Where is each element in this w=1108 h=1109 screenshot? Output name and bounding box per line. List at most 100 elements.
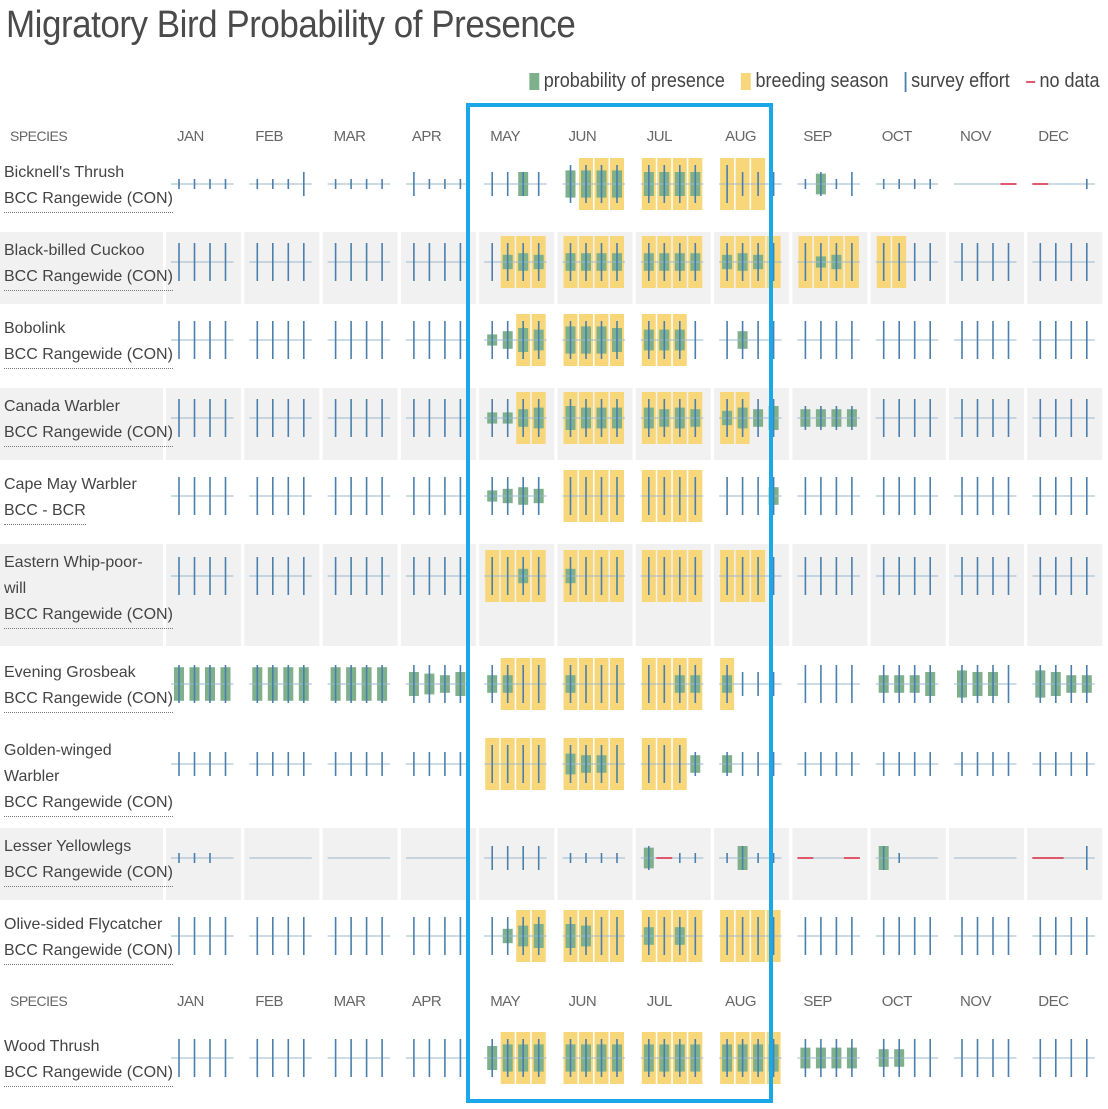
row-label-bg — [0, 828, 163, 900]
species-label: Wood Thrush BCC Rangewide (CON) — [4, 1034, 173, 1087]
species-label: Olive-sided Flycatcher BCC Rangewide (CON… — [4, 912, 173, 965]
month-header-jun: JUN — [568, 128, 597, 145]
species-status-link[interactable]: BCC Rangewide (CON) — [4, 342, 173, 369]
row-month-bg — [557, 828, 633, 900]
row-month-bg — [949, 828, 1024, 900]
legend-item-presence: probability of presence — [529, 70, 725, 93]
species-status-link[interactable]: BCC - BCR — [4, 498, 86, 525]
species-label: Bicknell's Thrush BCC Rangewide (CON) — [4, 160, 173, 213]
species-status-link[interactable]: BCC Rangewide (CON) — [4, 938, 173, 965]
month-header-sep: SEP — [803, 128, 832, 145]
species-header: SPECIES — [10, 993, 68, 1009]
row-month-bg — [949, 388, 1024, 460]
species-label: Black-billed Cuckoo BCC Rangewide (CON) — [4, 238, 173, 291]
row-month-bg — [322, 544, 398, 646]
species-status-link[interactable]: BCC Rangewide (CON) — [4, 186, 173, 213]
highlight-box — [466, 103, 773, 1103]
month-header-nov: NOV — [960, 993, 992, 1010]
species-label: Canada Warbler BCC Rangewide (CON) — [4, 394, 173, 447]
species-name: Olive-sided Flycatcher — [4, 916, 163, 933]
species-status-link[interactable]: BCC Rangewide (CON) — [4, 420, 173, 447]
species-name: Warbler — [4, 768, 60, 785]
month-header-aug: AUG — [725, 128, 757, 145]
species-label: Cape May Warbler BCC - BCR — [4, 472, 137, 525]
legend-label: survey effort — [911, 70, 1011, 92]
row-month-bg — [166, 828, 241, 900]
species-status-link[interactable]: BCC Rangewide (CON) — [4, 602, 173, 629]
nodata-dash-icon — [1026, 80, 1036, 83]
row-month-bg — [244, 232, 320, 304]
row-month-bg — [714, 828, 790, 900]
legend-item-effort: survey effort — [905, 70, 1010, 93]
month-header-may: MAY — [490, 128, 521, 145]
row-month-bg — [1027, 232, 1103, 304]
row-label-bg — [0, 544, 163, 646]
row-month-bg — [166, 388, 241, 460]
row-month-bg — [792, 544, 868, 646]
month-header-apr: APR — [411, 128, 442, 145]
species-name: Golden-winged — [4, 742, 112, 759]
legend-label: no data — [1039, 70, 1100, 92]
month-header-jan: JAN — [177, 128, 204, 145]
row-month-bg — [949, 544, 1024, 646]
breeding-swatch-icon — [741, 73, 752, 90]
row-month-bg — [1027, 388, 1103, 460]
month-header-jan: JAN — [177, 993, 204, 1010]
species-label: Golden-winged Warbler BCC Rangewide (CON) — [4, 738, 173, 817]
species-status-link[interactable]: BCC Rangewide (CON) — [4, 686, 173, 713]
month-header-sep: SEP — [803, 993, 832, 1010]
row-month-bg — [400, 232, 476, 304]
month-header-aug: AUG — [725, 993, 757, 1010]
month-header-dec: DEC — [1038, 993, 1069, 1010]
month-header-dec: DEC — [1038, 128, 1069, 145]
row-month-bg — [244, 388, 320, 460]
row-month-bg — [870, 544, 946, 646]
species-name: Evening Grosbeak — [4, 664, 136, 681]
row-month-bg — [322, 388, 398, 460]
legend-label: breeding season — [755, 70, 890, 92]
species-name: Bicknell's Thrush — [4, 164, 125, 181]
month-header-jun: JUN — [568, 993, 597, 1010]
legend: probability of presence breeding season … — [529, 70, 1100, 93]
legend-item-breeding: breeding season — [741, 70, 890, 93]
species-name: Eastern Whip-poor- — [4, 554, 143, 571]
month-header-mar: MAR — [333, 128, 366, 145]
row-month-bg — [792, 828, 868, 900]
row-month-bg — [1027, 828, 1103, 900]
row-month-bg — [166, 544, 241, 646]
species-name: Wood Thrush — [4, 1038, 100, 1055]
species-status-link[interactable]: BCC Rangewide (CON) — [4, 860, 173, 887]
species-label: Lesser Yellowlegs BCC Rangewide (CON) — [4, 834, 173, 887]
month-header-may: MAY — [490, 993, 521, 1010]
month-header-oct: OCT — [881, 993, 913, 1010]
month-header-oct: OCT — [881, 128, 913, 145]
species-label: Evening Grosbeak BCC Rangewide (CON) — [4, 660, 173, 713]
chart-title: Migratory Bird Probability of Presence — [6, 4, 576, 46]
presence-swatch-icon — [529, 73, 540, 90]
species-status-link[interactable]: BCC Rangewide (CON) — [4, 790, 173, 817]
row-month-bg — [400, 544, 476, 646]
species-status-link[interactable]: BCC Rangewide (CON) — [4, 1060, 173, 1087]
month-header-mar: MAR — [333, 993, 366, 1010]
species-name: Black-billed Cuckoo — [4, 242, 145, 259]
row-label-bg — [0, 388, 163, 460]
month-header-feb: FEB — [255, 993, 283, 1010]
row-month-bg — [870, 388, 946, 460]
month-header-jul: JUL — [646, 993, 673, 1010]
row-month-bg — [166, 232, 241, 304]
species-label: Bobolink BCC Rangewide (CON) — [4, 316, 173, 369]
species-name: Bobolink — [4, 320, 66, 337]
month-header-feb: FEB — [255, 128, 283, 145]
row-label-bg — [0, 232, 163, 304]
row-month-bg — [949, 232, 1024, 304]
row-month-bg — [1027, 544, 1103, 646]
species-name: Lesser Yellowlegs — [4, 838, 132, 855]
row-month-bg — [400, 388, 476, 460]
row-month-bg — [322, 828, 398, 900]
species-label: Eastern Whip-poor-will BCC Rangewide (CON… — [4, 550, 173, 629]
species-status-link[interactable]: BCC Rangewide (CON) — [4, 264, 173, 291]
species-name: Canada Warbler — [4, 398, 120, 415]
species-name: Cape May Warbler — [4, 476, 137, 493]
species-header: SPECIES — [10, 128, 68, 144]
